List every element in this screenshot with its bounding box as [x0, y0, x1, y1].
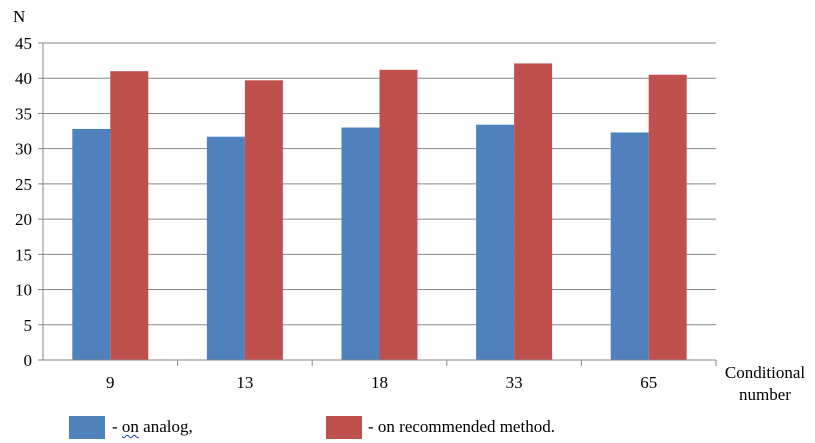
bars	[72, 63, 687, 361]
y-tick-label: 30	[15, 140, 32, 159]
x-tick-label: 13	[236, 373, 253, 392]
legend-analog-prefix: -	[112, 417, 122, 436]
x-tick-label: 9	[106, 373, 115, 392]
bar-analog-9	[72, 128, 111, 360]
y-tick-label: 15	[15, 245, 32, 264]
bar-recommended-33	[514, 63, 553, 360]
y-tick-label: 5	[24, 316, 33, 335]
x-tick-labels: 9 13 18 33 65	[106, 373, 657, 392]
bar-analog-33	[476, 124, 515, 361]
x-axis-label-line1: Conditional	[725, 363, 806, 382]
y-tick-label: 25	[15, 175, 32, 194]
bar-analog-13	[206, 136, 245, 360]
y-tick-label: 0	[24, 351, 33, 370]
legend-label-analog: - on analog,	[112, 417, 193, 437]
legend-analog-rest: analog,	[138, 417, 193, 436]
legend-swatch-recommended	[326, 416, 362, 439]
y-axis-label: N	[13, 7, 25, 26]
y-tick-labels: 0 5 10 15 20 25 30 35 40 45	[15, 34, 32, 370]
bar-recommended-65	[648, 74, 687, 360]
x-tick-label: 65	[640, 373, 657, 392]
bar-recommended-18	[379, 69, 418, 360]
y-tick-label: 40	[15, 69, 32, 88]
x-tick-label: 18	[371, 373, 388, 392]
legend-label-recommended: - on recommended method.	[368, 417, 555, 436]
legend-analog-word: on	[121, 417, 139, 436]
axes	[38, 42, 717, 366]
y-tick-label: 45	[15, 34, 32, 53]
y-tick-label: 35	[15, 104, 32, 123]
bar-analog-65	[610, 132, 649, 360]
legend-swatch-analog	[69, 416, 105, 439]
y-tick-label: 10	[15, 281, 32, 300]
bar-recommended-13	[244, 80, 283, 360]
x-tick-label: 33	[506, 373, 523, 392]
x-axis-label-line2: number	[739, 385, 791, 404]
y-tick-label: 20	[15, 210, 32, 229]
bar-recommended-9	[110, 71, 149, 360]
bar-analog-18	[341, 127, 380, 361]
